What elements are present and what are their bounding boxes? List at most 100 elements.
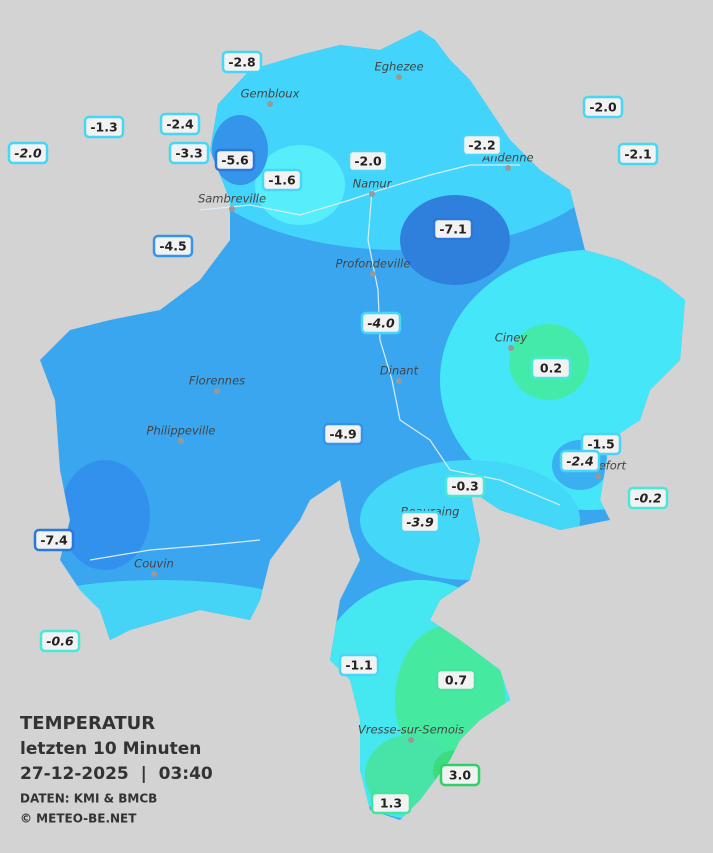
station: -2.2 bbox=[461, 133, 503, 157]
station: -2.4 bbox=[159, 112, 201, 136]
station-value: -4.0 bbox=[367, 316, 395, 331]
station: -2.8 bbox=[221, 50, 263, 74]
station: -2.0 bbox=[7, 141, 49, 165]
station-value: -0.3 bbox=[451, 479, 478, 494]
station-value: -0.2 bbox=[634, 491, 661, 506]
river bbox=[89, 539, 261, 561]
station-box bbox=[214, 148, 256, 172]
station-box bbox=[432, 217, 474, 241]
station-value: -3.3 bbox=[175, 146, 202, 161]
station-value: -4.5 bbox=[159, 239, 186, 254]
station: -2.1 bbox=[617, 142, 659, 166]
station-box bbox=[370, 791, 412, 815]
station: -1.1 bbox=[338, 653, 380, 677]
station: -0.6 bbox=[39, 629, 81, 653]
station-box bbox=[261, 168, 303, 192]
station-value: -5.6 bbox=[221, 153, 249, 168]
station: -0.2 bbox=[627, 486, 669, 510]
station: -1.3 bbox=[83, 115, 125, 139]
legend-title: TEMPERATUR bbox=[20, 713, 155, 734]
station: -1.5 bbox=[580, 432, 622, 456]
city-dot bbox=[505, 165, 511, 171]
station-box bbox=[83, 115, 125, 139]
city-label: Sambreville bbox=[198, 192, 266, 206]
station: 1.3 bbox=[370, 791, 412, 815]
station-value: 0.7 bbox=[445, 673, 467, 688]
station-box bbox=[580, 432, 622, 456]
station-value: 0.2 bbox=[540, 361, 562, 376]
station-box bbox=[627, 486, 669, 510]
city-label: Florennes bbox=[189, 374, 245, 388]
legend-credit: © METEO-BE.NET bbox=[20, 812, 137, 826]
station: -7.1 bbox=[432, 217, 474, 241]
station-box bbox=[617, 142, 659, 166]
station: -3.3 bbox=[168, 141, 210, 165]
station-box bbox=[399, 510, 441, 534]
city-label: Namur bbox=[353, 177, 393, 191]
city-dot bbox=[369, 191, 375, 197]
station-box bbox=[7, 141, 49, 165]
station: -5.6 bbox=[214, 148, 256, 172]
legend-source: DATEN: KMI & BMCB bbox=[20, 792, 157, 806]
city-label: Ciney bbox=[495, 331, 528, 345]
station-value: -2.4 bbox=[166, 117, 194, 132]
station-box bbox=[221, 50, 263, 74]
station-box bbox=[444, 474, 486, 498]
station: -4.9 bbox=[322, 422, 364, 446]
station-box bbox=[435, 668, 477, 692]
station-box bbox=[159, 112, 201, 136]
station-box bbox=[439, 763, 481, 787]
station: 0.2 bbox=[530, 356, 572, 380]
city-dot bbox=[151, 571, 157, 577]
city-dot bbox=[396, 378, 402, 384]
station-box bbox=[559, 449, 601, 473]
station-box bbox=[347, 149, 389, 173]
station-value: -1.3 bbox=[90, 120, 117, 135]
station-box bbox=[168, 141, 210, 165]
station-box bbox=[360, 311, 402, 335]
station-value: 1.3 bbox=[380, 796, 402, 811]
city-dot bbox=[214, 388, 220, 394]
station: -2.4 bbox=[559, 449, 601, 473]
station-box bbox=[582, 95, 624, 119]
station: 3.0 bbox=[439, 763, 481, 787]
station: -0.3 bbox=[444, 474, 486, 498]
city-dot bbox=[178, 438, 184, 444]
station-box bbox=[39, 629, 81, 653]
station-value: -1.1 bbox=[345, 658, 372, 673]
station-value: -2.2 bbox=[468, 138, 495, 153]
station-box bbox=[461, 133, 503, 157]
station-box bbox=[338, 653, 380, 677]
station-box bbox=[33, 528, 75, 552]
city-dot bbox=[267, 101, 273, 107]
station-value: -2.0 bbox=[14, 146, 42, 161]
station-value: -3.9 bbox=[406, 515, 434, 530]
river bbox=[199, 164, 520, 216]
station-value: -7.4 bbox=[40, 533, 68, 548]
station: -7.4 bbox=[33, 528, 75, 552]
station-box bbox=[152, 234, 194, 258]
city-label: Eghezee bbox=[374, 60, 423, 74]
station-value: -4.9 bbox=[329, 427, 356, 442]
city-dot bbox=[396, 74, 402, 80]
station: -2.0 bbox=[347, 149, 389, 173]
station-value: -2.8 bbox=[228, 55, 255, 70]
city-label: Vresse-sur-Semois bbox=[358, 723, 464, 737]
legend-timestamp: 27-12-2025 | 03:40 bbox=[20, 764, 213, 784]
city-dot bbox=[408, 737, 414, 743]
station-value: -1.6 bbox=[268, 173, 296, 188]
city-label: Gembloux bbox=[241, 87, 300, 101]
city-dot bbox=[370, 271, 376, 277]
city-dot bbox=[508, 345, 514, 351]
station-value: -2.0 bbox=[589, 100, 617, 115]
station-value: -7.1 bbox=[439, 222, 466, 237]
city-label: Profondeville bbox=[336, 257, 411, 271]
city-dot bbox=[229, 206, 235, 212]
station-value: -2.4 bbox=[566, 454, 593, 469]
station-value: -1.5 bbox=[587, 437, 614, 452]
station: 0.7 bbox=[435, 668, 477, 692]
station: -4.5 bbox=[152, 234, 194, 258]
station: -3.9 bbox=[399, 510, 441, 534]
